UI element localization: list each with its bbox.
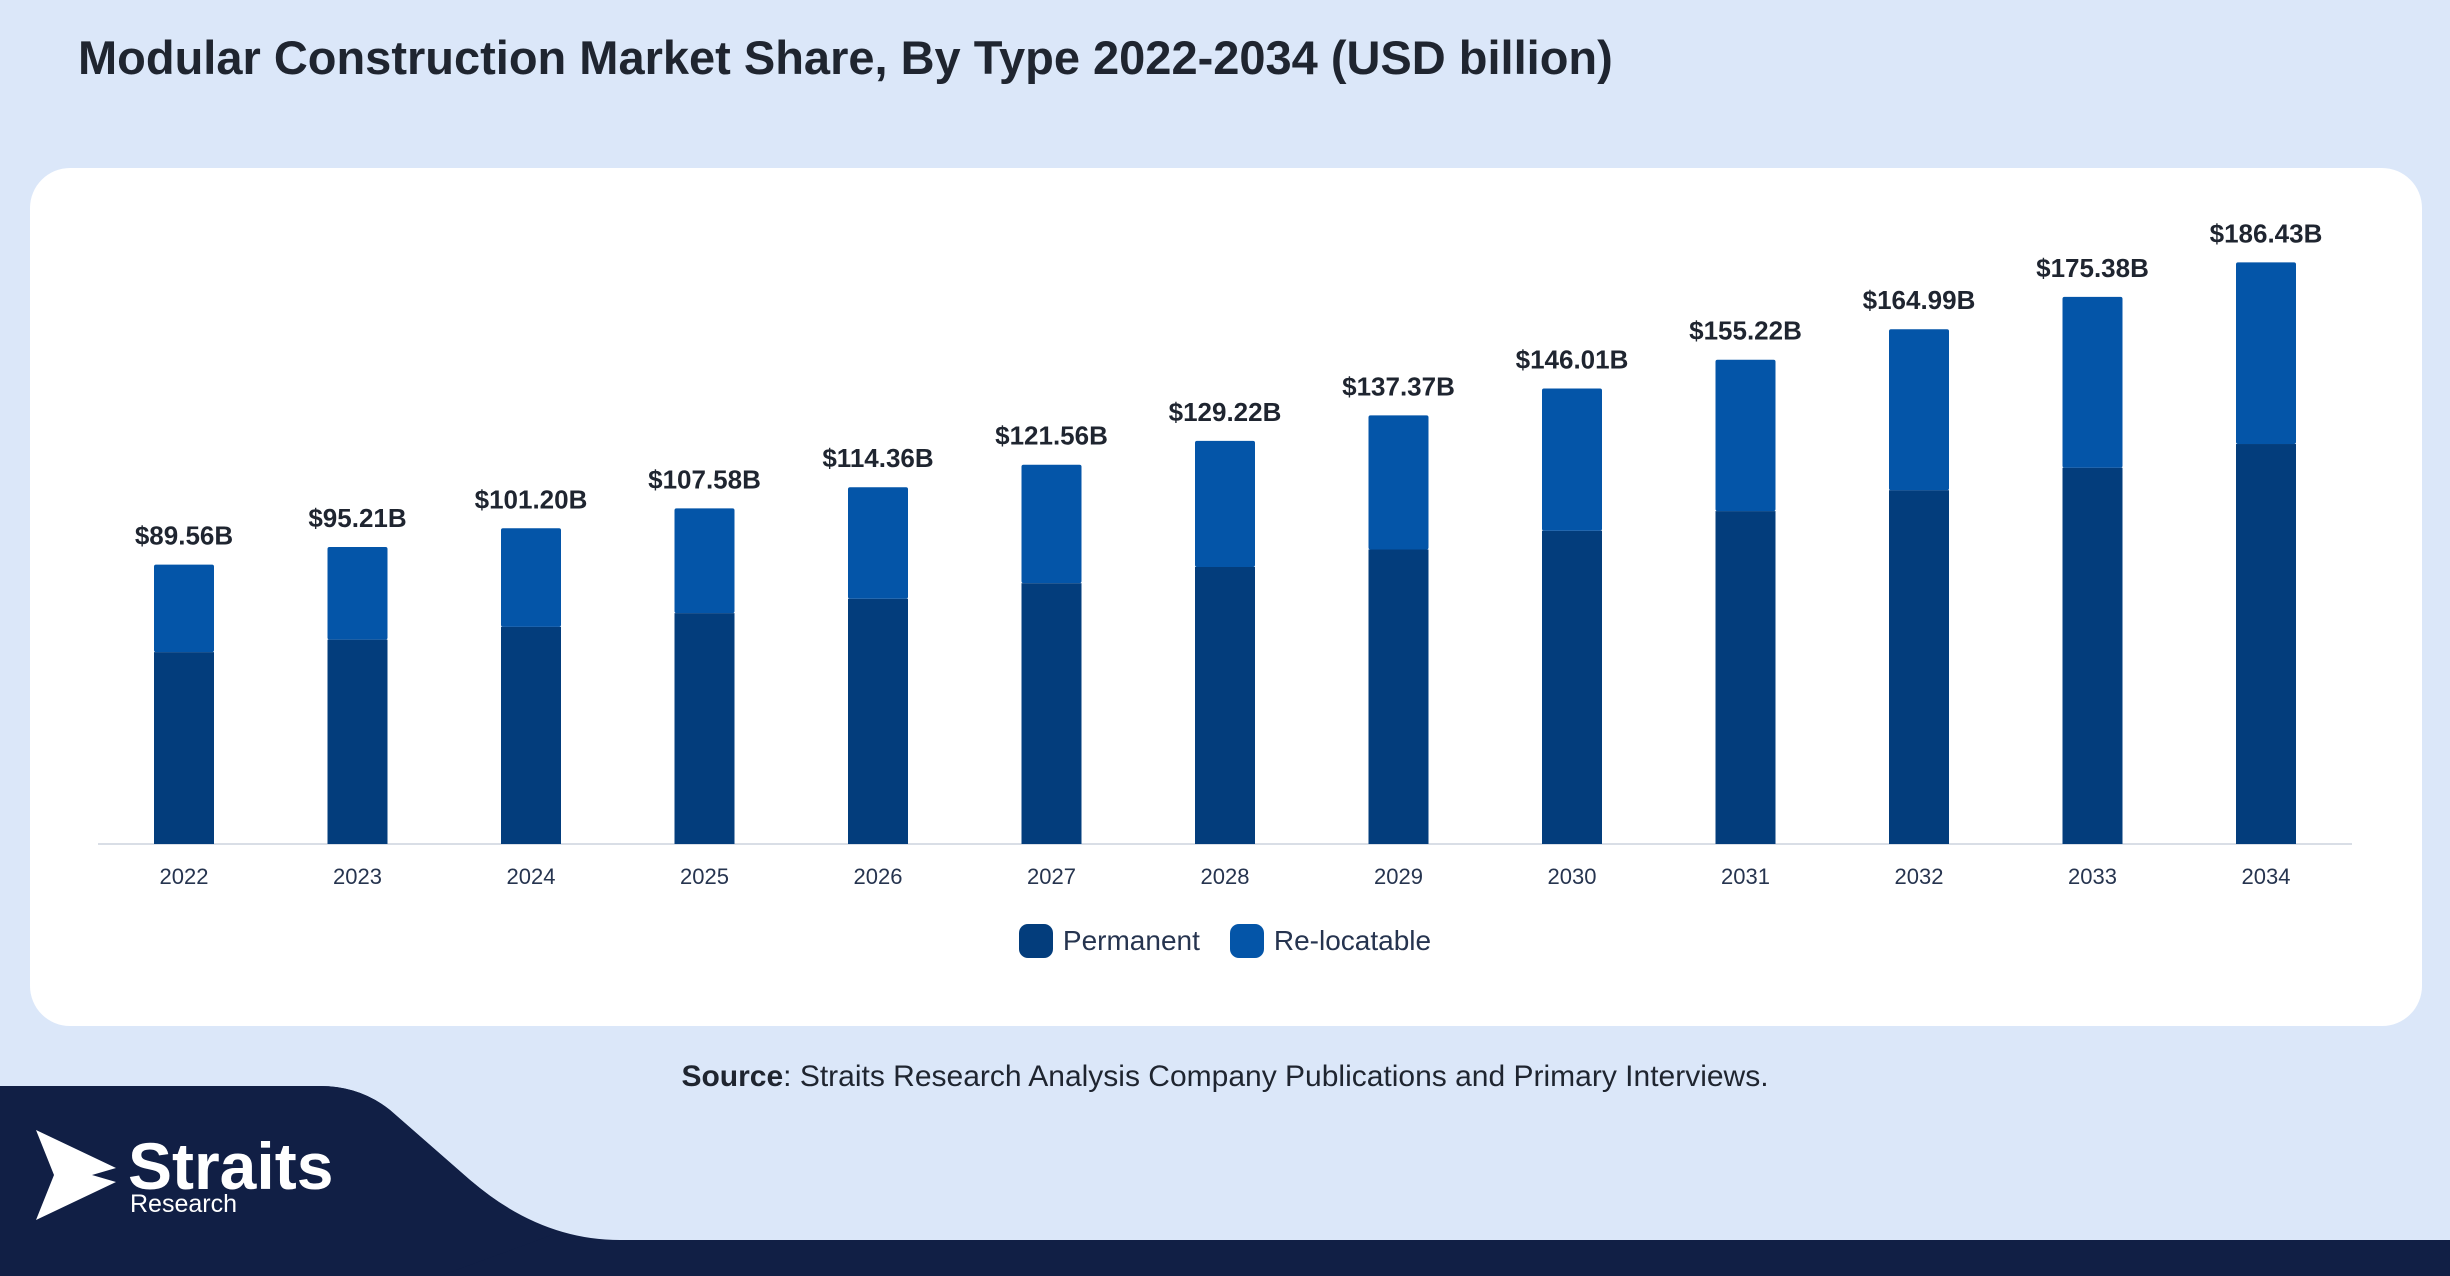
- bar-permanent-2029[interactable]: [1368, 549, 1429, 844]
- legend-swatch-permanent: [1018, 924, 1053, 958]
- bar-permanent-2028[interactable]: [1195, 566, 1255, 844]
- bar-relocatable-2029[interactable]: [1368, 415, 1429, 550]
- legend: Permanent Re-locatable: [0, 924, 2450, 958]
- x-tick-label-2026: 2026: [854, 864, 903, 889]
- data-label-2024: $101.20B: [475, 484, 588, 514]
- x-tick-label-2028: 2028: [1201, 864, 1250, 889]
- source-note: Source: Straits Research Analysis Compan…: [0, 1060, 2450, 1094]
- data-label-2028: $129.22B: [1169, 397, 1282, 427]
- data-label-2025: $107.58B: [648, 464, 761, 494]
- bar-relocatable-2033[interactable]: [2062, 296, 2123, 468]
- data-label-2022: $89.56B: [135, 521, 233, 551]
- bar-relocatable-2023[interactable]: [327, 546, 388, 640]
- bar-relocatable-2031[interactable]: [1715, 359, 1776, 512]
- bar-permanent-2022[interactable]: [154, 652, 214, 844]
- chart-title: Modular Construction Market Share, By Ty…: [78, 31, 1613, 84]
- legend-swatch-relocatable: [1229, 924, 1264, 958]
- bar-permanent-2032[interactable]: [1889, 490, 1949, 844]
- bar-permanent-2034[interactable]: [2236, 444, 2296, 844]
- footer-logo-area: [0, 1086, 560, 1276]
- data-label-2030: $146.01B: [1516, 344, 1629, 374]
- x-tick-label-2032: 2032: [1895, 864, 1944, 889]
- x-tick-label-2029: 2029: [1374, 864, 1423, 889]
- x-tick-label-2030: 2030: [1548, 864, 1597, 889]
- brand-sub: Research: [130, 1190, 237, 1218]
- data-label-2031: $155.22B: [1689, 316, 1802, 346]
- data-label-2029: $137.37B: [1342, 371, 1455, 401]
- x-tick-label-2025: 2025: [680, 864, 729, 889]
- data-label-2026: $114.36B: [822, 443, 933, 473]
- legend-label-relocatable: Re-locatable: [1273, 925, 1432, 956]
- bar-permanent-2030[interactable]: [1542, 530, 1602, 844]
- x-tick-label-2033: 2033: [2068, 864, 2117, 889]
- bar-permanent-2026[interactable]: [848, 598, 908, 844]
- bar-relocatable-2026[interactable]: [848, 487, 908, 599]
- bar-relocatable-2032[interactable]: [1889, 329, 1949, 491]
- data-label-2034: $186.43B: [2210, 218, 2323, 248]
- straits-logo-icon: [36, 1130, 116, 1220]
- brand-name: Straits: [128, 1129, 334, 1203]
- bar-permanent-2033[interactable]: [2062, 467, 2123, 844]
- x-tick-label-2022: 2022: [160, 864, 209, 889]
- bar-permanent-2027[interactable]: [1021, 583, 1082, 844]
- legend-item-relocatable[interactable]: Re-locatable: [1229, 924, 1432, 958]
- x-tick-label-2034: 2034: [2242, 864, 2291, 889]
- bar-relocatable-2030[interactable]: [1542, 388, 1602, 531]
- bar-permanent-2025[interactable]: [674, 613, 735, 844]
- x-tick-label-2023: 2023: [333, 864, 382, 889]
- x-tick-label-2024: 2024: [507, 864, 556, 889]
- x-tick-label-2027: 2027: [1027, 864, 1076, 889]
- bar-relocatable-2022[interactable]: [154, 564, 214, 653]
- bar-relocatable-2025[interactable]: [674, 508, 735, 614]
- data-label-2023: $95.21B: [308, 503, 406, 533]
- data-label-2027: $121.56B: [995, 421, 1108, 451]
- bar-relocatable-2027[interactable]: [1021, 464, 1082, 584]
- bar-permanent-2024[interactable]: [501, 626, 561, 844]
- source-label: Source: [681, 1060, 784, 1093]
- bar-relocatable-2034[interactable]: [2236, 262, 2296, 445]
- legend-label-permanent: Permanent: [1062, 925, 1200, 956]
- bar-relocatable-2028[interactable]: [1195, 440, 1255, 567]
- bar-permanent-2023[interactable]: [327, 639, 388, 844]
- bar-permanent-2031[interactable]: [1715, 511, 1776, 844]
- data-label-2033: $175.38B: [2036, 253, 2149, 283]
- data-label-2032: $164.99B: [1863, 285, 1976, 315]
- x-tick-label-2031: 2031: [1721, 864, 1770, 889]
- source-text: : Straits Research Analysis Company Publ…: [783, 1060, 1769, 1093]
- bar-relocatable-2024[interactable]: [501, 528, 561, 627]
- legend-item-permanent[interactable]: Permanent: [1018, 924, 1200, 958]
